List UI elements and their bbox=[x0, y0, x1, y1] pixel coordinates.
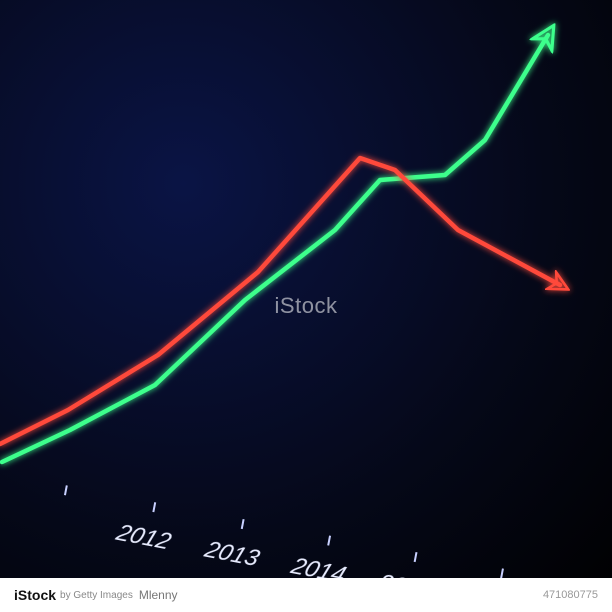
caption-left: iStock by Getty Images Mlenny bbox=[14, 587, 178, 603]
tick bbox=[65, 485, 67, 495]
caption-id: 471080775 bbox=[543, 589, 598, 601]
axis-label: 2012 bbox=[112, 519, 176, 555]
caption-bar: iStock by Getty Images Mlenny 471080775 bbox=[0, 578, 612, 612]
chart-container: 2012 2013 2014 2015 2016 2017 iStock bbox=[0, 0, 612, 612]
tick bbox=[328, 536, 330, 546]
caption-by: by Getty Images bbox=[60, 590, 133, 601]
tick bbox=[501, 569, 503, 579]
caption-brand: iStock bbox=[14, 587, 56, 603]
chart-svg: 2012 2013 2014 2015 2016 2017 bbox=[0, 0, 612, 612]
tick bbox=[242, 519, 244, 529]
caption-credit: Mlenny bbox=[139, 588, 178, 602]
tick bbox=[153, 502, 155, 512]
tick bbox=[415, 552, 417, 562]
axis-label: 2013 bbox=[200, 536, 264, 572]
line-series-red bbox=[0, 158, 560, 444]
